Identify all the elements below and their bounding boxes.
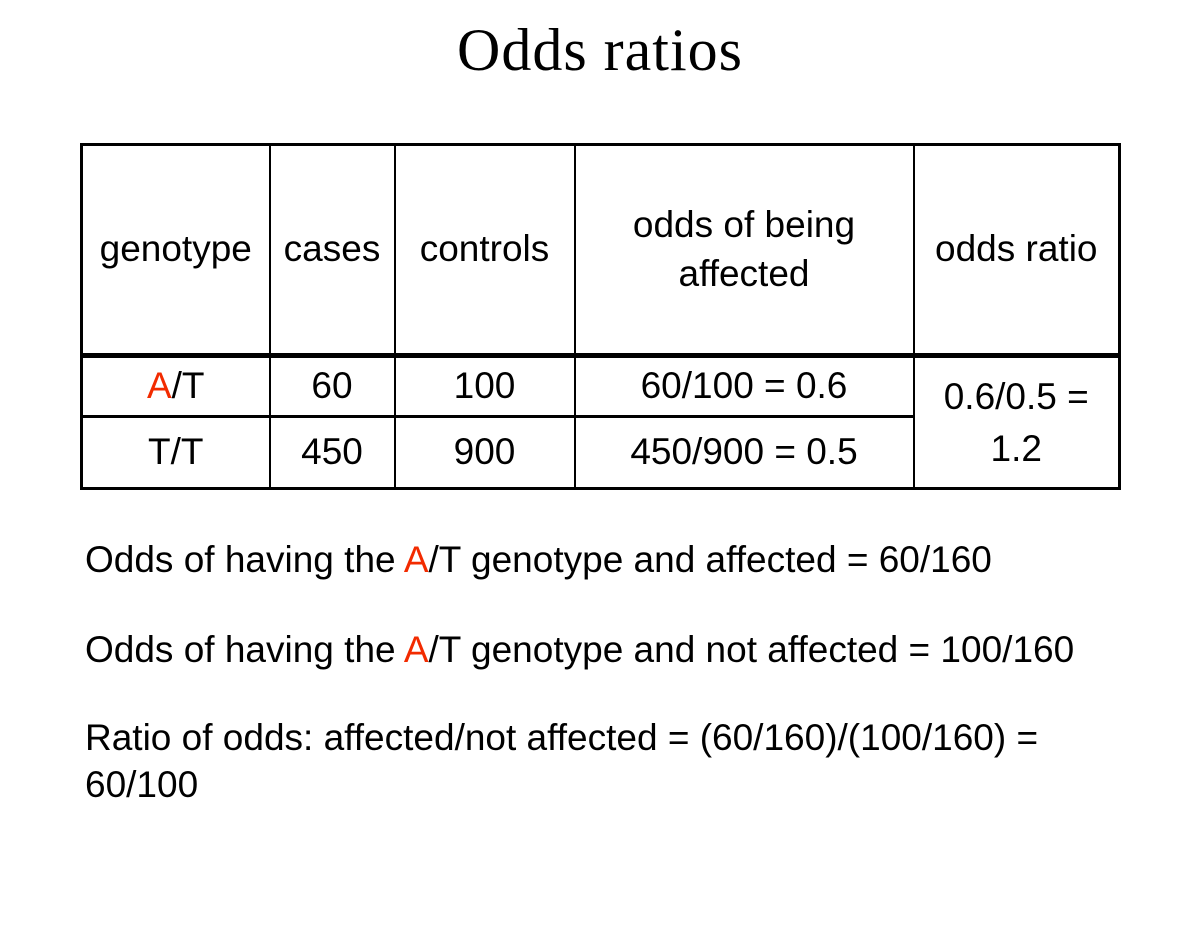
cell-genotype-at: A/T — [80, 354, 271, 418]
line-text: /T genotype and not affected = 100/160 — [428, 629, 1075, 670]
col-header-genotype: genotype — [80, 143, 271, 358]
page-title: Odds ratios — [457, 17, 743, 83]
cell-odds-ratio-merged: 0.6/0.5 = 1.2 — [912, 354, 1121, 490]
table-row-at: A/T 60 100 60/100 = 0.6 0.6/0.5 = 1.2 — [80, 354, 1121, 490]
table-row-tt: T/T 450 900 450/900 = 0.5 — [80, 415, 1120, 490]
cell-genotype-tt: T/T — [80, 415, 271, 490]
col-header-cases: cases — [268, 143, 396, 358]
line-odds-not-affected: Odds of having the A/T genotype and not … — [85, 626, 1165, 673]
allele-rest: /T — [171, 365, 205, 407]
cell-odds-tt: 450/900 = 0.5 — [573, 415, 915, 490]
cell-controls-tt: 900 — [393, 415, 576, 490]
line-text: Odds of having the — [85, 629, 404, 670]
line-text: Odds of having the — [85, 539, 404, 580]
col-header-odds-ratio: odds ratio — [912, 143, 1121, 358]
allele-red: A — [403, 629, 429, 670]
table-header-row: genotype cases controls odds of being af… — [80, 143, 1121, 358]
line-text: /T genotype and affected = 60/160 — [428, 539, 992, 580]
cell-cases-tt: 450 — [268, 415, 396, 490]
line-odds-affected: Odds of having the A/T genotype and affe… — [85, 536, 1165, 583]
allele-rest: T/T — [148, 431, 204, 473]
line-text: Ratio of odds: affected/not affected = (… — [85, 717, 1039, 805]
cell-controls-at: 100 — [393, 354, 576, 418]
allele-red: A — [146, 365, 172, 407]
cell-odds-at: 60/100 = 0.6 — [573, 354, 915, 418]
line-ratio-of-odds: Ratio of odds: affected/not affected = (… — [85, 714, 1165, 808]
col-header-odds-of-being-affected: odds of being affected — [573, 143, 915, 358]
allele-red: A — [403, 539, 429, 580]
odds-ratio-table: genotype cases controls odds of being af… — [80, 143, 1121, 490]
cell-cases-at: 60 — [268, 354, 396, 418]
col-header-controls: controls — [393, 143, 576, 358]
